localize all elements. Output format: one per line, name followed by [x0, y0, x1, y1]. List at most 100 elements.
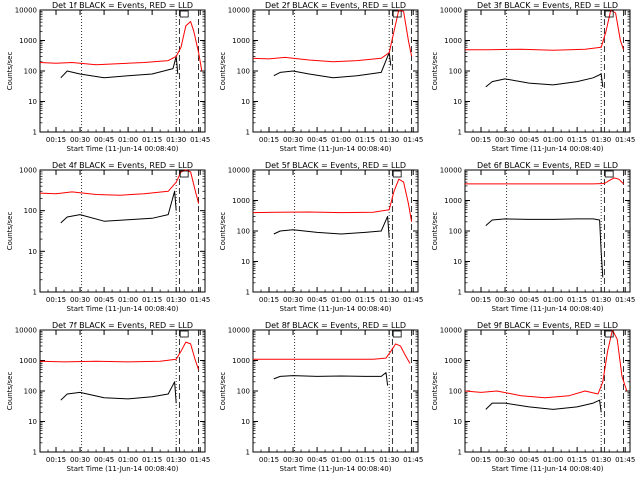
x-tick-label: 01:45 — [615, 296, 635, 304]
panel-title: Det 5f BLACK = Events, RED = LLD — [265, 161, 406, 170]
events-rate-line — [273, 372, 389, 386]
lld-rate-line — [465, 9, 625, 51]
panel-det-3f: Det 3f BLACK = Events, RED = LLD 1 10 100 10… — [431, 1, 635, 153]
y-tick-label: 100 — [237, 228, 250, 236]
plot-frame — [464, 9, 631, 133]
y-tick-label: 1000 — [232, 357, 250, 365]
x-tick-label: 00:45 — [94, 296, 114, 304]
x-axis-label: Start Time (11-Jun-14 00:08:40) — [280, 145, 392, 153]
y-tick-label: 1000 — [444, 37, 462, 45]
events-rate-line — [60, 381, 177, 404]
events-rate-line — [485, 73, 604, 88]
x-tick-label: 01:30 — [379, 136, 399, 144]
x-axis-label: Start Time (11-Jun-14 00:08:40) — [67, 465, 179, 473]
y-tick-label: 10000 — [15, 327, 37, 335]
x-tick-label: 01:00 — [118, 136, 138, 144]
y-tick-label: 10 — [241, 98, 250, 106]
flare-box-marker — [392, 330, 402, 338]
y-tick-label: 100 — [237, 388, 250, 396]
x-tick-label: 01:15 — [355, 136, 375, 144]
x-tick-label: 01:15 — [567, 296, 587, 304]
y-tick-label: 10 — [453, 258, 462, 266]
panel-det-4f: Det 4f BLACK = Events, RED = LLD 1 10 100 10… — [6, 161, 210, 313]
flare-box-marker — [179, 330, 189, 338]
x-axis-label: Start Time (11-Jun-14 00:08:40) — [280, 465, 392, 473]
x-tick-label: 01:15 — [142, 136, 162, 144]
y-tick-label: 10000 — [440, 7, 462, 15]
x-tick-label: 00:30 — [283, 456, 303, 464]
x-tick-label: 01:45 — [190, 456, 210, 464]
flare-box-marker — [179, 10, 189, 18]
y-tick-label: 10000 — [440, 167, 462, 175]
x-tick-label: 00:45 — [94, 456, 114, 464]
y-tick-label: 10000 — [440, 327, 462, 335]
flare-box-marker — [392, 170, 402, 178]
flare-box-marker — [392, 10, 402, 18]
x-tick-label: 01:15 — [142, 296, 162, 304]
panel-title: Det 6f BLACK = Events, RED = LLD — [477, 161, 618, 170]
plot-frame — [39, 9, 206, 133]
x-tick-label: 01:00 — [331, 296, 351, 304]
panel-det-6f: Det 6f BLACK = Events, RED = LLD 1 10 100 10… — [431, 161, 635, 313]
panel-title: Det 8f BLACK = Events, RED = LLD — [265, 321, 406, 330]
x-tick-label: 01:00 — [543, 456, 563, 464]
y-axis-label: Counts/sec — [431, 52, 439, 91]
x-tick-label: 01:30 — [166, 136, 186, 144]
x-tick-label: 01:00 — [118, 456, 138, 464]
y-tick-label: 1 — [33, 449, 37, 457]
x-axis-label: Start Time (11-Jun-14 00:08:40) — [67, 145, 179, 153]
x-tick-label: 00:15 — [259, 296, 279, 304]
x-tick-label: 01:15 — [355, 296, 375, 304]
x-axis-label: Start Time (11-Jun-14 00:08:40) — [492, 305, 604, 313]
flare-box-marker — [604, 330, 614, 338]
y-tick-label: 100 — [449, 388, 462, 396]
y-tick-label: 1000 — [19, 167, 37, 175]
panel-det-8f: Det 8f BLACK = Events, RED = LLD 1 10 100 10… — [219, 321, 423, 473]
y-tick-label: 1000 — [19, 357, 37, 365]
x-tick-label: 01:45 — [403, 136, 423, 144]
x-tick-label: 00:15 — [46, 456, 66, 464]
x-tick-label: 01:30 — [591, 456, 611, 464]
events-rate-line — [60, 55, 179, 79]
y-tick-label: 1000 — [19, 37, 37, 45]
x-tick-label: 00:45 — [307, 296, 327, 304]
lld-rate-line — [39, 169, 200, 204]
x-tick-label: 01:45 — [615, 456, 635, 464]
x-tick-label: 00:15 — [259, 456, 279, 464]
y-tick-label: 1 — [458, 449, 462, 457]
x-tick-label: 00:45 — [519, 296, 539, 304]
y-tick-label: 10000 — [228, 327, 250, 335]
x-tick-label: 01:00 — [331, 136, 351, 144]
y-tick-label: 1 — [246, 289, 250, 297]
x-tick-label: 01:00 — [331, 456, 351, 464]
y-tick-label: 1 — [33, 129, 37, 137]
x-tick-label: 00:45 — [307, 136, 327, 144]
x-tick-label: 01:30 — [379, 296, 399, 304]
y-tick-label: 10000 — [15, 7, 37, 15]
panel-det-7f: Det 7f BLACK = Events, RED = LLD 1 10 100 10… — [6, 321, 210, 473]
flare-box-marker — [604, 170, 614, 178]
y-tick-label: 10 — [453, 418, 462, 426]
x-tick-label: 01:30 — [591, 136, 611, 144]
y-axis-label: Counts/sec — [431, 372, 439, 411]
y-tick-label: 1000 — [232, 37, 250, 45]
x-tick-label: 01:45 — [190, 136, 210, 144]
events-rate-line — [273, 215, 390, 238]
y-tick-label: 1000 — [444, 357, 462, 365]
panel-title: Det 3f BLACK = Events, RED = LLD — [477, 1, 618, 10]
y-tick-label: 1 — [458, 129, 462, 137]
x-tick-label: 00:15 — [471, 456, 491, 464]
y-tick-label: 10 — [241, 258, 250, 266]
y-tick-label: 10 — [28, 248, 37, 256]
y-tick-label: 100 — [24, 207, 37, 215]
plot-frame — [464, 169, 631, 293]
x-tick-label: 00:30 — [70, 296, 90, 304]
y-tick-label: 1 — [33, 289, 37, 297]
x-tick-label: 01:45 — [190, 296, 210, 304]
events-rate-line — [60, 190, 177, 224]
y-tick-label: 10000 — [228, 167, 250, 175]
x-axis-label: Start Time (11-Jun-14 00:08:40) — [67, 305, 179, 313]
x-tick-label: 01:15 — [355, 456, 375, 464]
y-tick-label: 1 — [246, 129, 250, 137]
lld-rate-line — [464, 329, 628, 399]
